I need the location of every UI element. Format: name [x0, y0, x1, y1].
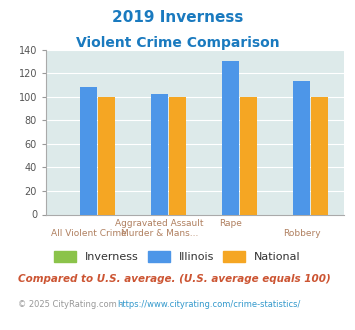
Bar [169, 97, 186, 214]
Text: Violent Crime Comparison: Violent Crime Comparison [76, 36, 279, 50]
Bar [293, 81, 310, 214]
Bar [151, 94, 168, 214]
Text: © 2025 CityRating.com -: © 2025 CityRating.com - [18, 300, 125, 309]
Text: Murder & Mans...: Murder & Mans... [121, 229, 198, 238]
Text: Robbery: Robbery [283, 229, 321, 238]
Text: https://www.cityrating.com/crime-statistics/: https://www.cityrating.com/crime-statist… [117, 300, 301, 309]
Text: 2019 Inverness: 2019 Inverness [112, 10, 243, 25]
Text: Rape: Rape [219, 219, 242, 228]
Bar [222, 61, 239, 214]
Text: All Violent Crime: All Violent Crime [51, 229, 127, 238]
Text: Aggravated Assault: Aggravated Assault [115, 219, 204, 228]
Bar [98, 97, 115, 214]
Bar [80, 87, 97, 214]
Legend: Inverness, Illinois, National: Inverness, Illinois, National [50, 247, 305, 267]
Text: Compared to U.S. average. (U.S. average equals 100): Compared to U.S. average. (U.S. average … [18, 274, 331, 284]
Bar [240, 97, 257, 214]
Bar [311, 97, 328, 214]
